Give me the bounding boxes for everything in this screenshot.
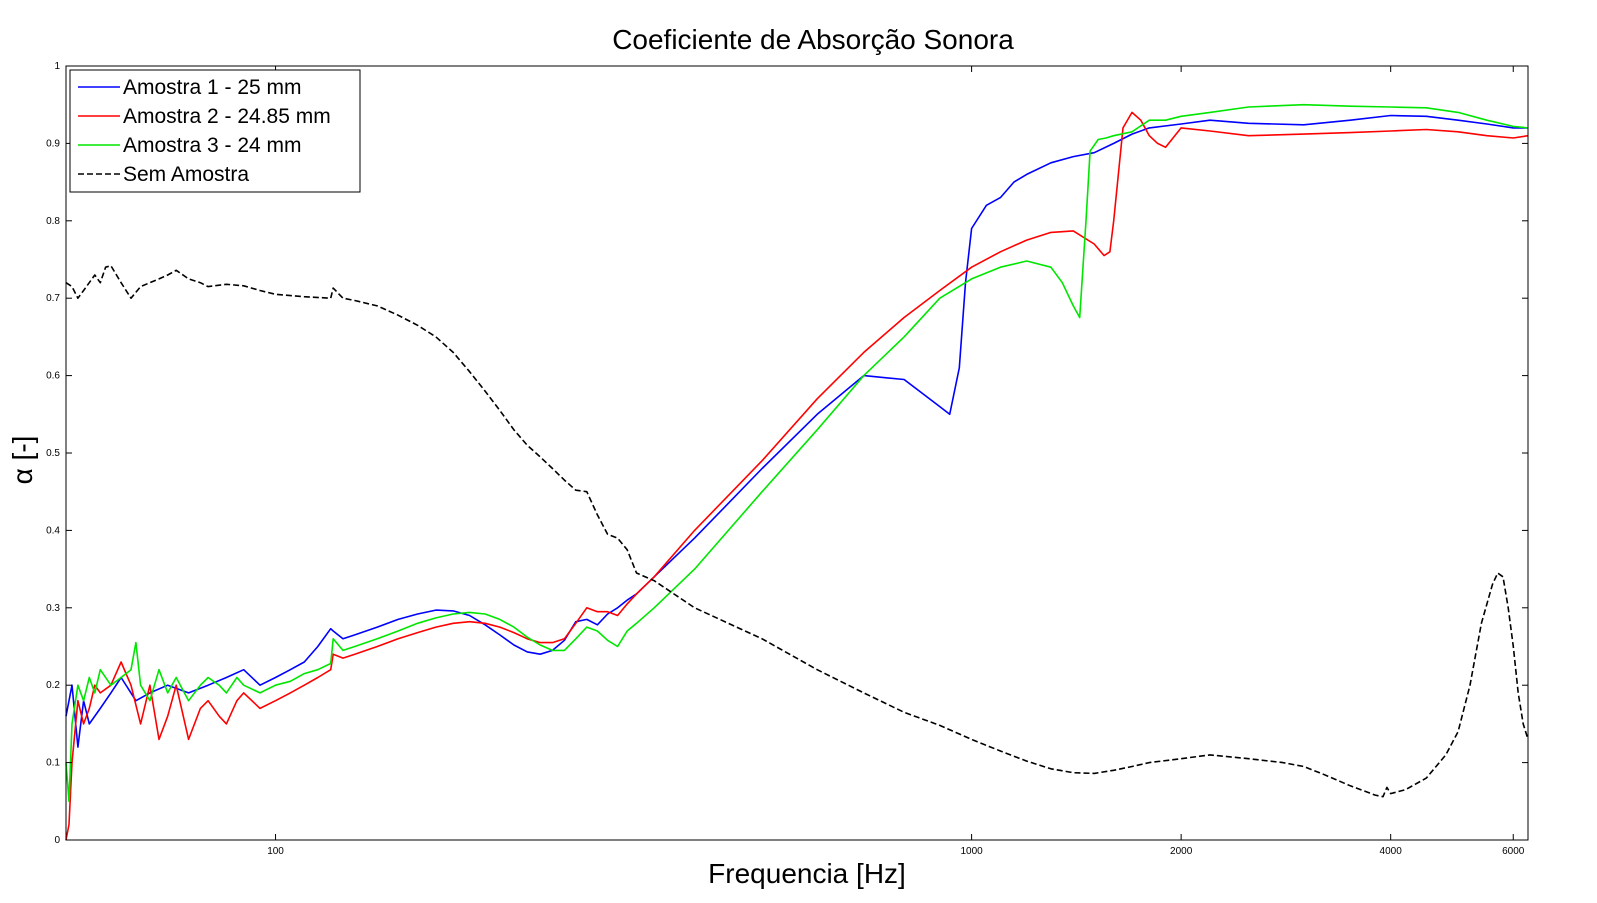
x-tick-label: 6000 [1502,846,1525,857]
x-tick-label: 4000 [1380,846,1403,857]
y-tick-label: 0.7 [46,293,60,304]
chart-title: Coeficiente de Absorção Sonora [612,24,1014,55]
legend-label: Amostra 1 - 25 mm [123,76,302,99]
y-tick-label: 0.5 [46,448,60,459]
plot-area [65,103,1529,841]
series-line-4 [65,264,1529,798]
series-line-1 [65,114,1528,748]
legend-label: Sem Amostra [123,163,249,186]
legend: Amostra 1 - 25 mm Amostra 2 - 24.85 mm Amo… [69,69,361,193]
y-tick-label: 0 [54,835,60,846]
y-tick-label: 1 [54,61,60,72]
x-tick-label: 2000 [1170,846,1193,857]
y-tick-label: 0.6 [46,371,60,382]
legend-label: Amostra 2 - 24.85 mm [123,105,331,128]
y-tick-label: 0.9 [46,138,60,149]
legend-label: Amostra 3 - 24 mm [123,134,302,157]
series-line-2 [65,111,1529,841]
y-tick-label: 0.3 [46,603,60,614]
y-axis-label: α [-] [7,436,38,485]
axis-ticks: 100 1000 2000 4000 6000 0 0.1 0.2 0.3 0.4 0.5 0.6 0.… [46,61,1528,857]
y-tick-label: 0.8 [46,216,60,227]
x-axis-label: Frequencia [Hz] [708,858,906,889]
y-tick-label: 0.1 [46,758,60,769]
x-tick-label: 1000 [960,846,983,857]
x-tick-label: 100 [267,846,284,857]
y-tick-label: 0.4 [46,525,60,536]
y-tick-label: 0.2 [46,680,60,691]
series-line-3 [65,103,1529,803]
legend-box [69,69,361,193]
